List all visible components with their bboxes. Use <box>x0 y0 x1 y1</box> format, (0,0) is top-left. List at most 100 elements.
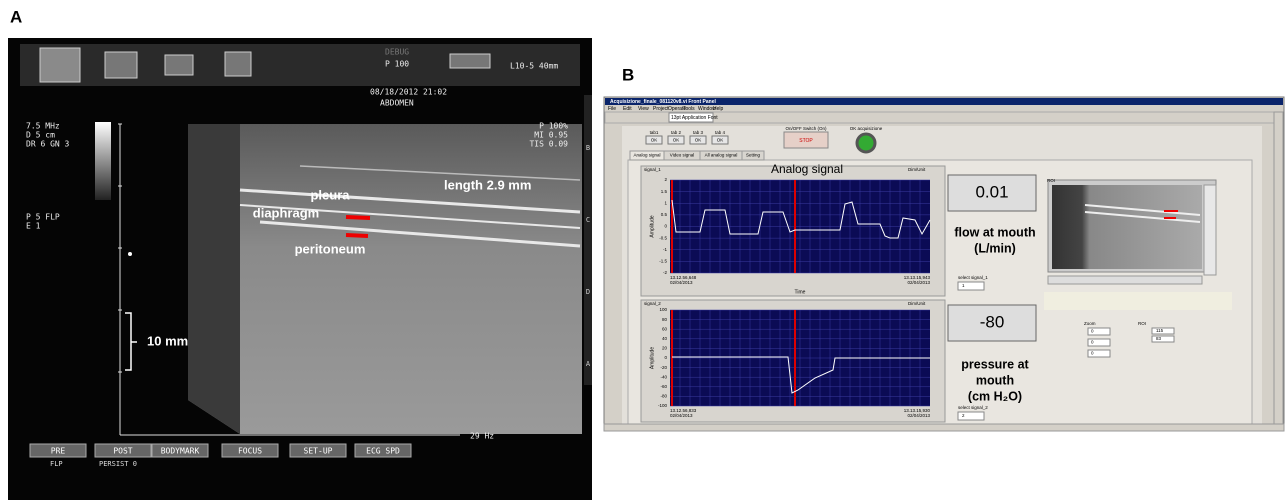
annotation: length 2.9 mm <box>444 177 531 192</box>
tab[interactable] <box>741 150 765 161</box>
ok-button[interactable] <box>645 135 663 145</box>
panel-label: B <box>622 65 634 84</box>
time-label: 13.12.56,648 <box>670 275 697 280</box>
font-selector[interactable] <box>668 112 714 123</box>
ultrasound-panel <box>8 38 592 500</box>
soft-key[interactable] <box>289 443 347 458</box>
status-bar <box>1044 292 1232 310</box>
stop-button[interactable] <box>783 131 829 149</box>
zoom-input[interactable] <box>1087 338 1111 347</box>
button-label: OK <box>673 138 680 143</box>
button-label: OK <box>717 138 724 143</box>
time-label: 02/04/2013 <box>670 413 693 418</box>
info: P 100% <box>539 122 568 131</box>
indicator-label: pressure at <box>961 357 1029 371</box>
side-label: B <box>586 144 590 152</box>
button-label: OK <box>695 138 702 143</box>
side-bar <box>584 95 592 385</box>
soft-key[interactable] <box>221 443 279 458</box>
soft-key-label: PRE <box>51 447 66 456</box>
flow-trace <box>671 199 931 239</box>
y-tick-label: -40 <box>660 374 667 379</box>
soft-key[interactable] <box>29 443 87 458</box>
info: 7.5 MHz <box>26 122 60 131</box>
window-title: Acquisizione_finale_081120v8.vi Front Pa… <box>610 99 716 105</box>
ultrasound-image <box>188 124 582 434</box>
ok-button[interactable] <box>711 135 729 145</box>
button-caption: tab 2 <box>671 130 682 135</box>
icon <box>104 51 138 79</box>
roi-value: 115 <box>1156 328 1164 333</box>
preset: ABDOMEN <box>380 99 414 108</box>
shadow <box>188 124 240 434</box>
annotation: peritoneum <box>295 241 366 256</box>
y-tick-label: 60 <box>662 326 668 331</box>
roi-value: 83 <box>1156 336 1162 341</box>
button-caption: tab 3 <box>693 130 704 135</box>
time-label: 13.13.15,943 <box>904 275 931 280</box>
time-label: 13.12.56,833 <box>670 408 697 413</box>
select-input[interactable] <box>957 281 985 291</box>
probe: L10-5 40mm <box>510 62 558 71</box>
zoom-input[interactable] <box>1087 349 1111 358</box>
mode: DEBUG <box>385 48 409 57</box>
info: TIS 0.09 <box>529 140 568 149</box>
menu-item: View <box>638 106 649 112</box>
echo-lines <box>239 165 581 248</box>
info: P 5 FLP <box>26 213 60 222</box>
measure-marks <box>1164 210 1178 219</box>
ok-button[interactable] <box>689 135 707 145</box>
soft-key[interactable] <box>94 443 152 458</box>
soft-key-label: SET-UP <box>304 447 333 456</box>
y-tick-label: -60 <box>660 384 667 389</box>
menu-item: File <box>608 106 616 112</box>
select-input[interactable] <box>957 411 985 421</box>
indicator-label: (cm H₂O) <box>968 389 1022 403</box>
info: E 1 <box>26 222 41 231</box>
scale-bracket <box>125 312 137 371</box>
soft-key[interactable] <box>354 443 412 458</box>
dim-unit: Dim/Unit <box>908 167 926 172</box>
y-tick-label: 100 <box>659 307 667 312</box>
tab-label: All analog signal <box>705 153 738 158</box>
menu-item: Project <box>653 106 669 112</box>
ok-button[interactable] <box>855 132 877 154</box>
ok-button[interactable] <box>667 135 685 145</box>
scale-ticks <box>118 123 122 373</box>
gray-bar <box>95 122 111 200</box>
button-caption: tab 4 <box>715 130 726 135</box>
frame-rate: 29 Hz <box>470 432 494 441</box>
h-scrollbar[interactable] <box>603 423 1285 432</box>
info: D 5 cm <box>26 131 55 140</box>
v-scrollbar[interactable] <box>1273 111 1284 425</box>
roi-input[interactable] <box>1151 335 1175 343</box>
select-value: 2 <box>962 413 965 418</box>
y-tick-label: 40 <box>662 336 668 341</box>
annotation: diaphragm <box>253 205 319 220</box>
tab-label: Video signal <box>670 153 694 158</box>
indicator-value: 0.01 <box>975 182 1008 201</box>
zoom-input[interactable] <box>1087 327 1111 336</box>
soft-key-sub: PERSIST 0 <box>99 460 137 468</box>
menu-item: Window <box>698 106 716 112</box>
select-value: 1 <box>962 283 965 288</box>
indicator-label: (L/min) <box>974 241 1016 255</box>
side-label: A <box>586 360 591 368</box>
title-bar <box>605 98 1283 105</box>
toolbar <box>20 44 580 86</box>
y-tick-label: -0.5 <box>659 235 667 240</box>
button-label: OK <box>651 138 658 143</box>
panel-label: A <box>10 7 22 26</box>
y-tick-label: 0.5 <box>661 212 668 217</box>
menu-item: Operate <box>668 106 686 112</box>
datetime: 08/18/2012 21:02 <box>370 88 447 97</box>
pressure-trace <box>672 356 930 394</box>
scrollbar[interactable] <box>1047 275 1203 285</box>
roi-image <box>1052 185 1202 269</box>
soft-key[interactable] <box>151 443 209 458</box>
font-name: 13pt Application Font <box>671 115 718 121</box>
roi-title: ROI <box>1047 178 1055 183</box>
roi-input[interactable] <box>1151 327 1175 335</box>
tool-palette[interactable] <box>1203 184 1217 276</box>
